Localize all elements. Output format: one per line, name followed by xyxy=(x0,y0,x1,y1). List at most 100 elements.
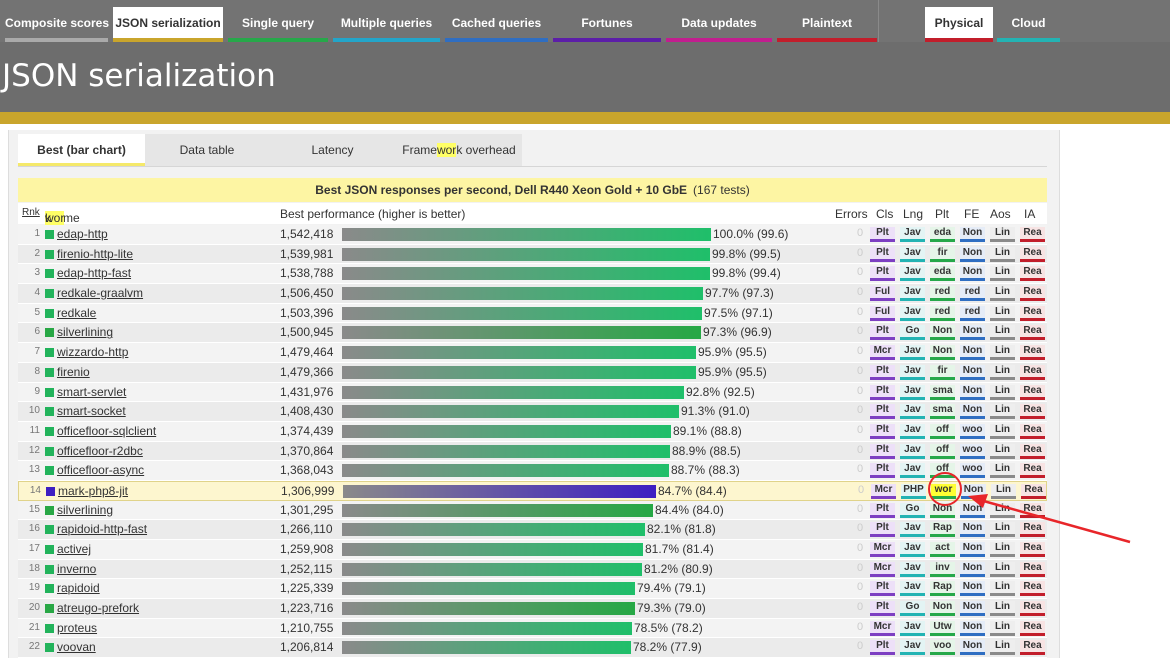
language-swatch xyxy=(45,328,54,338)
tab-composite-scores[interactable]: Composite scores xyxy=(5,7,109,42)
col-rank[interactable]: Rnk xyxy=(22,207,40,218)
framework-link[interactable]: activej xyxy=(57,542,92,556)
framework-link[interactable]: edap-http xyxy=(57,227,108,241)
tab-latency[interactable]: Latency xyxy=(269,134,396,166)
table-row: 2 firenio-http-lite 1,539,981 99.8% (99.5) 0… xyxy=(18,244,1047,265)
tab-fortunes[interactable]: Fortunes xyxy=(553,7,661,42)
cls-badge: Mcr xyxy=(870,345,895,361)
ia-badge: Rea xyxy=(1020,620,1045,636)
percent-label: 99.8% (99.4) xyxy=(712,266,781,281)
performance-bar xyxy=(342,602,635,616)
framework-link[interactable]: officefloor-sqlclient xyxy=(57,423,157,438)
aos-badge: Lin xyxy=(990,345,1015,361)
requests-per-second: 1,368,043 xyxy=(280,463,334,478)
framework-link[interactable]: firenio-http-lite xyxy=(57,246,134,261)
cls-badge: Ful xyxy=(870,286,895,302)
performance-bar xyxy=(342,523,645,537)
framework-link[interactable]: silverlining xyxy=(57,502,114,517)
percent-label: 82.1% (81.8) xyxy=(647,522,716,537)
rank-number: 1 xyxy=(34,228,40,239)
col-cls: Cls xyxy=(876,207,894,221)
framework-link[interactable]: firenio xyxy=(57,364,90,379)
ia-badge: Rea xyxy=(1020,581,1045,597)
requests-per-second: 1,223,716 xyxy=(280,601,334,616)
lng-badge: Jav xyxy=(900,246,925,262)
percent-label: 92.8% (92.5) xyxy=(686,384,755,399)
rank-number: 14 xyxy=(29,484,41,496)
framework-link[interactable]: silverlining xyxy=(57,325,114,340)
framework-link[interactable]: inverno xyxy=(57,561,97,576)
fe-badge: Non xyxy=(960,246,985,262)
language-swatch xyxy=(45,545,54,554)
percent-label: 79.3% (79.0) xyxy=(637,601,706,616)
language-swatch xyxy=(45,387,54,397)
framework-link[interactable]: voovan xyxy=(57,640,96,655)
framework-link[interactable]: smart-servlet xyxy=(57,384,127,399)
aos-badge: Lin xyxy=(990,561,1015,577)
requests-per-second: 1,479,464 xyxy=(280,345,334,360)
tab-best-bar-chart[interactable]: Best (bar chart) xyxy=(18,134,145,166)
ia-badge: Rea xyxy=(1020,443,1045,459)
aos-badge: Lin xyxy=(990,384,1015,400)
tab-data-table[interactable]: Data table xyxy=(145,134,269,166)
lng-badge: Jav xyxy=(900,542,925,557)
performance-bar xyxy=(342,247,710,261)
rank-number: 2 xyxy=(34,247,40,259)
plt-badge: Rap xyxy=(930,581,955,597)
language-swatch xyxy=(45,564,54,574)
framework-link[interactable]: redkale-graalvm xyxy=(57,286,144,301)
framework-link[interactable]: officefloor-r2dbc xyxy=(57,443,143,458)
fe-badge: woo xyxy=(960,423,985,439)
ia-badge: Rea xyxy=(1020,384,1045,400)
fe-badge: Non xyxy=(960,325,985,341)
framework-link[interactable]: atreugo-prefork xyxy=(57,601,140,616)
framework-link[interactable]: mark-php8-jit xyxy=(58,483,129,498)
performance-bar xyxy=(342,543,643,556)
lng-badge: Jav xyxy=(900,423,925,439)
arrow-shaft xyxy=(979,498,1131,544)
tab-framework-overhead[interactable]: Framework overhead xyxy=(396,134,522,166)
table-row: 22 voovan 1,206,814 78.2% (77.9) 0 Plt Jav voo N… xyxy=(18,638,1047,658)
tab-physical[interactable]: Physical xyxy=(925,7,993,42)
tab-cloud[interactable]: Cloud xyxy=(997,7,1060,42)
tab-cached-queries[interactable]: Cached queries xyxy=(445,7,548,42)
error-count: 0 xyxy=(857,384,864,397)
framework-link[interactable]: redkale xyxy=(57,305,97,320)
error-count: 0 xyxy=(857,463,864,476)
plt-badge: Utw xyxy=(930,620,955,636)
table-row: 15 silverlining 1,301,295 84.4% (84.0) 0 Plt G… xyxy=(18,500,1047,521)
fe-badge: Non xyxy=(960,522,985,538)
error-count: 0 xyxy=(857,620,864,633)
tab-single-query[interactable]: Single query xyxy=(228,7,328,42)
fe-badge: red xyxy=(960,305,985,321)
plt-badge: red xyxy=(930,286,955,302)
framework-link[interactable]: proteus xyxy=(57,620,98,635)
ia-badge: Rea xyxy=(1020,463,1045,479)
lng-badge: Jav xyxy=(900,305,925,321)
tab-data-updates[interactable]: Data updates xyxy=(666,7,772,42)
table-row: 7 wizzardo-http 1,479,464 95.9% (95.5) 0 Mcr J… xyxy=(18,343,1047,363)
tab-json-serialization[interactable]: JSON serialization xyxy=(113,7,223,42)
percent-label: 89.1% (88.8) xyxy=(673,423,742,438)
language-swatch xyxy=(45,230,54,239)
framework-link[interactable]: officefloor-async xyxy=(57,463,145,478)
requests-per-second: 1,306,999 xyxy=(281,483,335,498)
ia-badge: Rea xyxy=(1020,286,1045,302)
rank-number: 13 xyxy=(28,464,40,476)
tab-plaintext[interactable]: Plaintext xyxy=(777,7,877,42)
language-swatch xyxy=(45,308,54,318)
aos-badge: Lin xyxy=(990,542,1015,557)
framework-link[interactable]: rapidoid xyxy=(57,581,100,596)
rank-number: 20 xyxy=(28,602,40,614)
plt-badge: Non xyxy=(930,345,955,361)
aos-badge: Lin xyxy=(990,364,1015,380)
plt-badge: Non xyxy=(930,502,955,518)
framework-link[interactable]: wizzardo-http xyxy=(57,345,129,360)
col-lng: Lng xyxy=(903,207,924,221)
framework-link[interactable]: smart-socket xyxy=(57,404,126,419)
tab-multiple-queries[interactable]: Multiple queries xyxy=(333,7,440,42)
framework-link[interactable]: rapidoid-http-fast xyxy=(57,522,148,537)
framework-link[interactable]: edap-http-fast xyxy=(57,266,132,281)
error-count: 0 xyxy=(857,404,864,417)
percent-label: 88.7% (88.3) xyxy=(671,463,740,478)
